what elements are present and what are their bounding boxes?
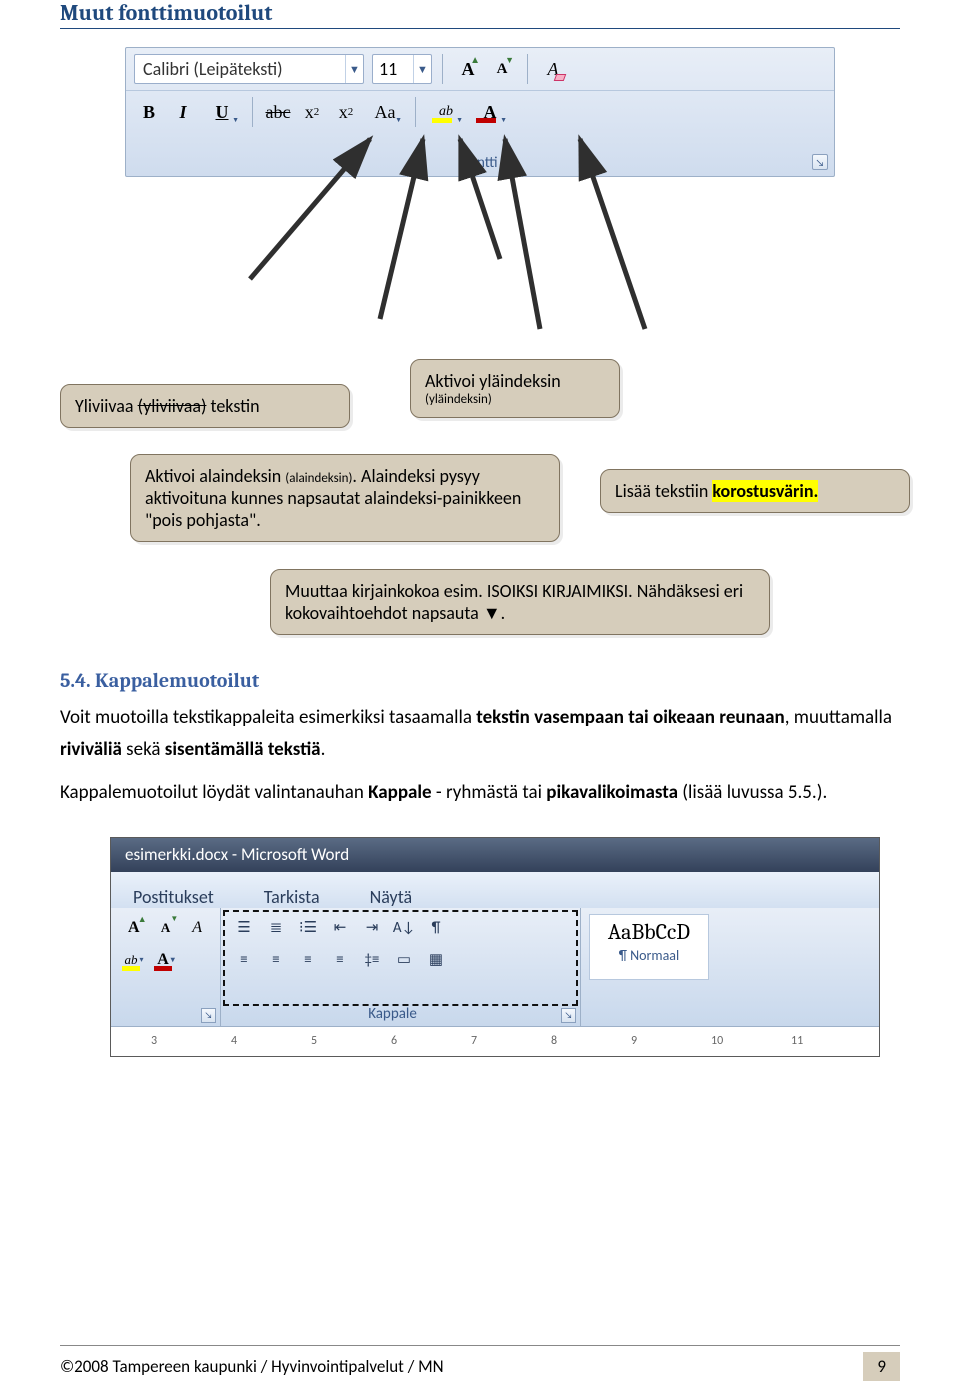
clear-formatting-button[interactable]: A	[538, 54, 568, 84]
word-titlebar: esimerkki.docx - Microsoft Word	[111, 838, 879, 872]
font-dialog-launcher-2[interactable]: ↘	[201, 1008, 216, 1023]
page-footer: ©2008 Tampereen kaupunki / Hyvinvointipa…	[60, 1345, 900, 1381]
grow-font-button[interactable]: A▲	[453, 54, 483, 84]
underline-button[interactable]: U	[202, 97, 242, 127]
font-name-value: Calibri (Leipäteksti)	[135, 58, 345, 80]
decrease-indent-icon[interactable]: ⇤	[325, 914, 355, 942]
callout-superscript: Aktivoi yläindeksin (yläindeksin)	[410, 359, 620, 418]
styles-group-partial: AaBbCcD ¶ Normaal	[581, 908, 879, 1026]
style-normal[interactable]: AaBbCcD ¶ Normaal	[589, 914, 709, 980]
align-right-icon[interactable]: ≡	[293, 946, 323, 974]
bullets-icon[interactable]: ☰	[229, 914, 259, 942]
sort-icon[interactable]: A↓	[389, 914, 419, 942]
paragraph-group: ☰ ≣ ⁝☰ ⇤ ⇥ A↓ ¶ ≡ ≡ ≡ ≡ ‡≡ ▭ ▦ Kapp	[221, 908, 581, 1026]
para-54-2: Kappalemuotoilut löydät valintanauhan Ka…	[60, 777, 900, 809]
show-pilcrow-icon[interactable]: ¶	[421, 914, 451, 942]
font-size-value: 11	[373, 58, 413, 80]
superscript-button[interactable]: x2	[331, 97, 361, 127]
font-ribbon: Calibri (Leipäteksti) ▼ 11 ▼ A▲ A▼ A B I…	[125, 47, 835, 177]
word-window: esimerkki.docx - Microsoft Word Postituk…	[110, 837, 880, 1057]
align-center-icon[interactable]: ≡	[261, 946, 291, 974]
increase-indent-icon[interactable]: ⇥	[357, 914, 387, 942]
grow-font-icon[interactable]: A▲	[119, 914, 149, 942]
borders-icon[interactable]: ▦	[421, 946, 451, 974]
justify-icon[interactable]: ≡	[325, 946, 355, 974]
tab-postitukset[interactable]: Postitukset	[133, 886, 214, 908]
callout-subscript: Aktivoi alaindeksin (alaindeksin). Alain…	[130, 454, 560, 542]
font-dialog-launcher[interactable]: ↘	[812, 154, 828, 170]
bold-button[interactable]: B	[134, 97, 164, 127]
separator	[442, 54, 443, 84]
separator	[415, 97, 416, 127]
heading-54: 5.4. Kappalemuotoilut	[60, 669, 900, 692]
highlight-icon[interactable]: ab	[119, 946, 149, 974]
subscript-button[interactable]: x2	[297, 97, 327, 127]
callout-changecase: Muuttaa kirjainkokoa esim. ISOIKSI KIRJA…	[270, 569, 770, 635]
arrow-overlay	[60, 169, 900, 329]
paragraph-group-label: Kappale	[221, 1005, 564, 1023]
line-spacing-icon[interactable]: ‡≡	[357, 946, 387, 974]
clear-formatting-icon[interactable]: A	[182, 914, 212, 942]
numbering-icon[interactable]: ≣	[261, 914, 291, 942]
ribbon-tabs: Postitukset Tarkista Näytä	[111, 872, 879, 908]
font-group-partial: A▲ A▼ A ab A ↘	[111, 908, 221, 1026]
multilevel-icon[interactable]: ⁝☰	[293, 914, 323, 942]
font-color-icon[interactable]: A	[151, 946, 181, 974]
heading-muut: Muut fonttimuotoilut	[60, 0, 900, 29]
align-left-icon[interactable]: ≡	[229, 946, 259, 974]
para-54-1: Voit muotoilla tekstikappaleita esimerki…	[60, 702, 900, 767]
tab-nayta[interactable]: Näytä	[370, 886, 413, 908]
shrink-font-button[interactable]: A▼	[487, 54, 517, 84]
change-case-button[interactable]: Aa	[365, 97, 405, 127]
font-name-combo[interactable]: Calibri (Leipäteksti) ▼	[134, 54, 364, 84]
style-sample-text: AaBbCcD	[596, 919, 702, 945]
footer-text: ©2008 Tampereen kaupunki / Hyvinvointipa…	[60, 1356, 444, 1377]
font-size-dropdown-icon[interactable]: ▼	[413, 55, 431, 83]
highlight-button[interactable]: ab	[426, 97, 466, 127]
font-color-button[interactable]: A	[470, 97, 510, 127]
style-name: ¶ Normaal	[596, 947, 702, 964]
separator	[527, 54, 528, 84]
callout-strikethrough: Yliviivaa (yliviivaa) tekstin	[60, 384, 350, 428]
tab-tarkista[interactable]: Tarkista	[264, 886, 320, 908]
shading-icon[interactable]: ▭	[389, 946, 419, 974]
callout-highlight: Lisää tekstiin korostusvärin.	[600, 469, 910, 513]
separator	[252, 97, 253, 127]
page-number: 9	[863, 1352, 900, 1381]
italic-button[interactable]: I	[168, 97, 198, 127]
shrink-font-icon[interactable]: A▼	[151, 914, 181, 942]
font-name-dropdown-icon[interactable]: ▼	[345, 55, 363, 83]
paragraph-dialog-launcher[interactable]: ↘	[561, 1008, 576, 1023]
strikethrough-button[interactable]: abc	[263, 97, 293, 127]
ruler: 3 4 5 6 7 8 9 10 11	[111, 1026, 879, 1056]
font-size-combo[interactable]: 11 ▼	[372, 54, 432, 84]
